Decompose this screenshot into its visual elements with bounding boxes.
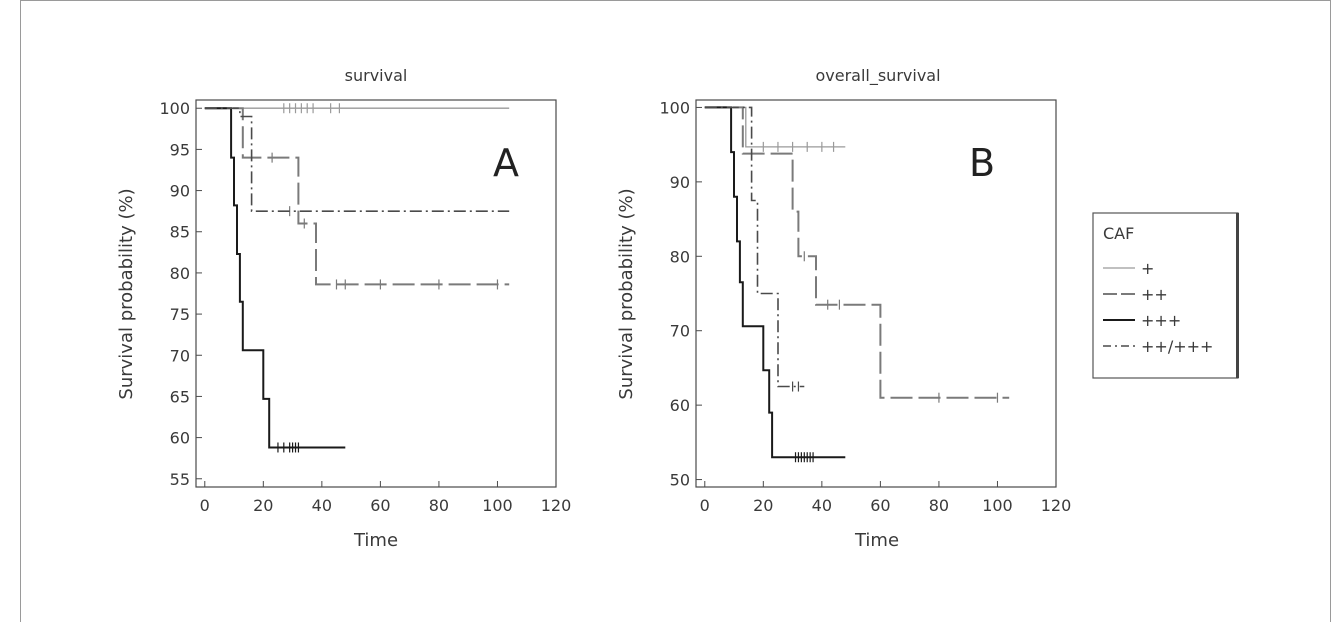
panel-b-x-tick-label: 40 [812, 496, 832, 515]
panel-a: survival 0 20 40 60 80 100 120 55 60 65 70 75 80 85 90… [116, 66, 571, 551]
legend-label-plus-plus-slash-plus-plus-plus: ++/+++ [1141, 337, 1213, 356]
panel-a-axes: 0 20 40 60 80 100 120 55 60 65 70 75 80 85 90 95 100 [159, 99, 571, 515]
panel-a-x-tick-label: 80 [429, 496, 449, 515]
legend-box [1092, 212, 1239, 379]
panel-b-y-tick-label: 60 [670, 396, 690, 415]
panel-b-title: overall_survival [815, 66, 940, 86]
panel-a-x-axis-label: Time [353, 530, 398, 551]
panel-a-y-tick-label: 55 [170, 470, 190, 489]
panel-a-series-plus-plus-plus [204, 107, 346, 449]
panel-a-y-tick-label: 100 [159, 99, 190, 118]
panel-a-y-tick-label: 95 [170, 140, 190, 159]
panel-b-x-tick-label: 60 [870, 496, 890, 515]
panel-b-y-tick-label: 70 [670, 322, 690, 341]
panel-a-y-tick-label: 85 [170, 223, 190, 242]
panel-b-x-tick-label: 0 [700, 496, 710, 515]
legend-label-plus-plus: ++ [1141, 285, 1168, 304]
panel-a-y-tick-label: 75 [170, 305, 190, 324]
panel-b-y-tick-label: 100 [659, 98, 690, 117]
legend-title: CAF [1103, 224, 1134, 243]
panel-a-x-tick-label: 60 [370, 496, 390, 515]
legend-items: ++++++++/+++ [1103, 259, 1213, 356]
panel-a-x-tick-label: 0 [200, 496, 210, 515]
panel-b-series-plus [704, 106, 846, 148]
panel-b-x-tick-label: 20 [753, 496, 773, 515]
panel-a-x-tick-label: 100 [482, 496, 513, 515]
panel-a-plot-frame [195, 99, 557, 488]
panel-b-y-tick-label: 50 [670, 471, 690, 490]
panel-b-x-tick-label: 120 [1041, 496, 1072, 515]
panel-a-y-tick-label: 70 [170, 346, 190, 365]
panel-a-x-tick-label: 20 [253, 496, 273, 515]
panel-a-y-axis-label: Survival probability (%) [116, 188, 137, 399]
legend-label-plus-plus-plus: +++ [1141, 311, 1181, 330]
panel-a-y-tick-label: 65 [170, 387, 190, 406]
panel-a-x-tick-label: 120 [541, 496, 572, 515]
legend-label-plus: + [1141, 259, 1154, 278]
legend: CAF ++++++++/+++ [1092, 212, 1239, 379]
panel-b-axes: 0 20 40 60 80 100 120 50 60 70 80 90 100 [659, 98, 1071, 515]
panel-b-y-tick-label: 90 [670, 173, 690, 192]
panel-a-series [204, 103, 510, 453]
panel-b-series-plus-plus-slash-plus-plus-plus [704, 106, 805, 388]
legend-shadow [1236, 213, 1239, 378]
panel-b-series-plus-plus [704, 106, 1010, 399]
panel-a-series-plus-plus-slash-plus-plus-plus [204, 107, 510, 212]
panel-b-y-tick-label: 80 [670, 247, 690, 266]
panel-a-y-tick-label: 80 [170, 264, 190, 283]
panel-b-series [704, 106, 1010, 463]
panel-a-y-tick-label: 60 [170, 429, 190, 448]
panel-b: overall_survival 0 20 40 60 80 100 120 50 60 70 80… [616, 66, 1071, 551]
panel-b-series-plus-plus-plus [704, 106, 846, 459]
panel-a-label: A [493, 141, 519, 185]
panel-b-label: B [969, 141, 995, 185]
panel-a-series-plus-plus [204, 107, 510, 286]
panel-b-y-axis-label: Survival probability (%) [616, 188, 637, 399]
figure-frame [20, 0, 1331, 622]
panel-b-plot-frame [695, 99, 1057, 488]
panel-a-title: survival [345, 66, 408, 85]
panel-a-y-tick-label: 90 [170, 182, 190, 201]
panel-b-x-tick-label: 80 [929, 496, 949, 515]
panel-b-x-tick-label: 100 [982, 496, 1013, 515]
panel-a-x-tick-label: 40 [312, 496, 332, 515]
panel-b-x-axis-label: Time [854, 530, 899, 551]
